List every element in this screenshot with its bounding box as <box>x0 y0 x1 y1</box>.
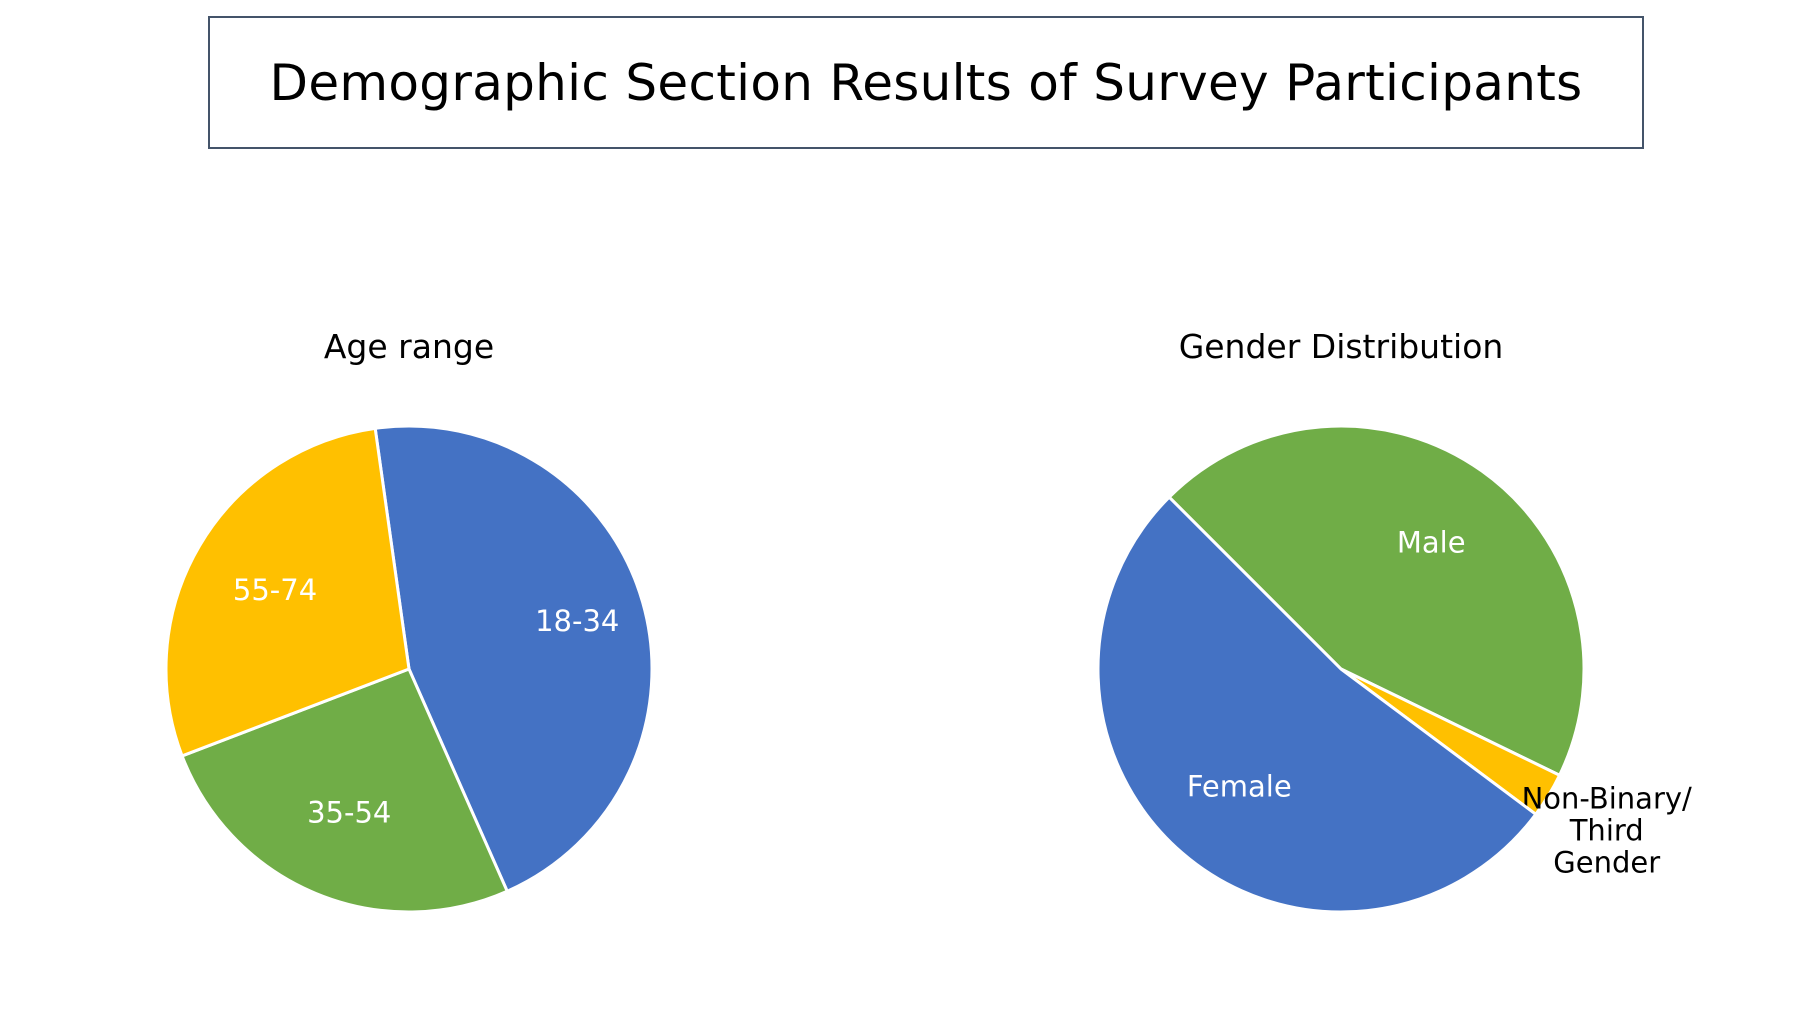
age-slice-18-34 <box>373 424 654 894</box>
gender-label-non-binary-third-gender: Non-Binary/Third Gender <box>1522 782 1692 880</box>
age-range-pie: 18-34 35-54 55-74 <box>164 424 654 914</box>
gender-label-male: Male <box>1397 525 1466 559</box>
gender-distribution-chart-title: Gender Distribution <box>1179 327 1504 366</box>
gender-slice-male <box>1167 424 1586 778</box>
gender-slice-female <box>1096 495 1538 914</box>
gender-distribution-pie: Male Non-Binary/Third Gender Female <box>1096 424 1692 914</box>
age-slice-55-74 <box>164 426 411 758</box>
gender-distribution-chart: Gender Distribution Male Non-Binary/Third… <box>1096 327 1692 914</box>
gender-label-female: Female <box>1187 770 1292 804</box>
age-range-chart: Age range 18-34 35-54 55-74 <box>164 327 654 914</box>
age-range-chart-title: Age range <box>324 327 494 366</box>
age-label-18-34: 18-34 <box>535 604 619 638</box>
age-slice-35-54 <box>180 667 510 914</box>
age-label-55-74: 55-74 <box>233 573 317 607</box>
title-box: Demographic Section Results of Survey Pa… <box>208 16 1644 149</box>
page-title: Demographic Section Results of Survey Pa… <box>269 53 1583 112</box>
age-label-35-54: 35-54 <box>307 796 391 830</box>
